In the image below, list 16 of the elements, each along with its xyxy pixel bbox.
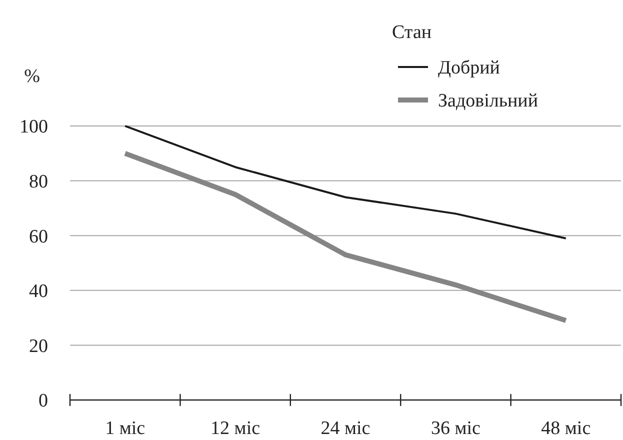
y-tick-label: 100	[20, 116, 48, 138]
y-tick-label: 20	[29, 336, 48, 357]
x-tick-label: 12 міс	[210, 418, 260, 439]
legend-label: Добрий	[438, 58, 500, 79]
y-tick-label: 80	[29, 171, 48, 192]
y-axis-title: %	[24, 66, 40, 87]
line-series	[124, 125, 567, 240]
x-tick-label: 48 міс	[541, 418, 591, 439]
y-tick-label: 40	[29, 281, 48, 302]
legend-title: Стан	[392, 22, 432, 43]
x-tick-label: 36 міс	[430, 418, 480, 439]
x-tick-label: 24 міс	[320, 418, 370, 439]
legend-label: Задовільний	[438, 90, 538, 112]
x-tick-label: 1 міс	[105, 418, 146, 439]
y-tick-label: 60	[29, 226, 48, 248]
y-tick-label: 0	[38, 390, 48, 412]
